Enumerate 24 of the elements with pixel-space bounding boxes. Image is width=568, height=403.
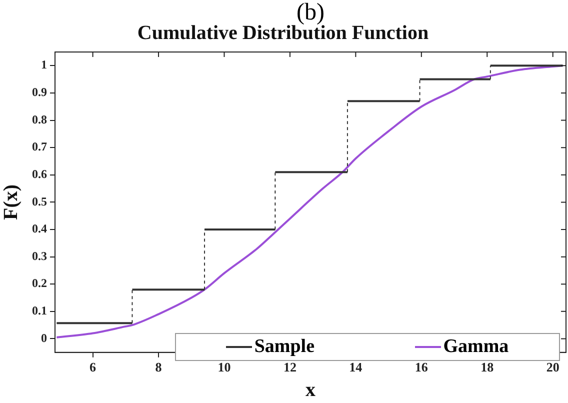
text: (b) (296, 0, 324, 26)
x-tick-label: 18 (480, 360, 494, 375)
y-tick-label: 0.4 (32, 222, 47, 236)
legend-label: Sample (254, 336, 315, 358)
y-tick-label: 0.1 (32, 304, 47, 318)
x-tick-label: 12 (283, 360, 296, 375)
x-axis-title: x (306, 379, 316, 402)
x-tick-label: 8 (155, 360, 162, 375)
y-axis-title: F(x) (0, 184, 22, 220)
y-tick-label: 0.2 (32, 276, 47, 290)
y-tick-label: 0.7 (32, 140, 47, 154)
legend-label: Gamma (443, 336, 509, 358)
y-tick-label: 0.6 (32, 166, 47, 181)
x-tick-label: 10 (218, 360, 231, 375)
x-tick-label: 20 (546, 360, 560, 375)
y-tick-label: 0.3 (32, 248, 47, 263)
x-tick-label: 16 (414, 360, 428, 375)
y-tick-label: 1 (41, 58, 47, 72)
y-tick-label: 0 (41, 330, 47, 345)
y-tick-label: 0.9 (32, 85, 47, 100)
y-tick-label: 0.5 (32, 194, 47, 208)
y-tick-label: 0.8 (32, 112, 47, 126)
x-tick-label: 14 (349, 360, 363, 375)
x-tick-label: 6 (90, 360, 97, 375)
